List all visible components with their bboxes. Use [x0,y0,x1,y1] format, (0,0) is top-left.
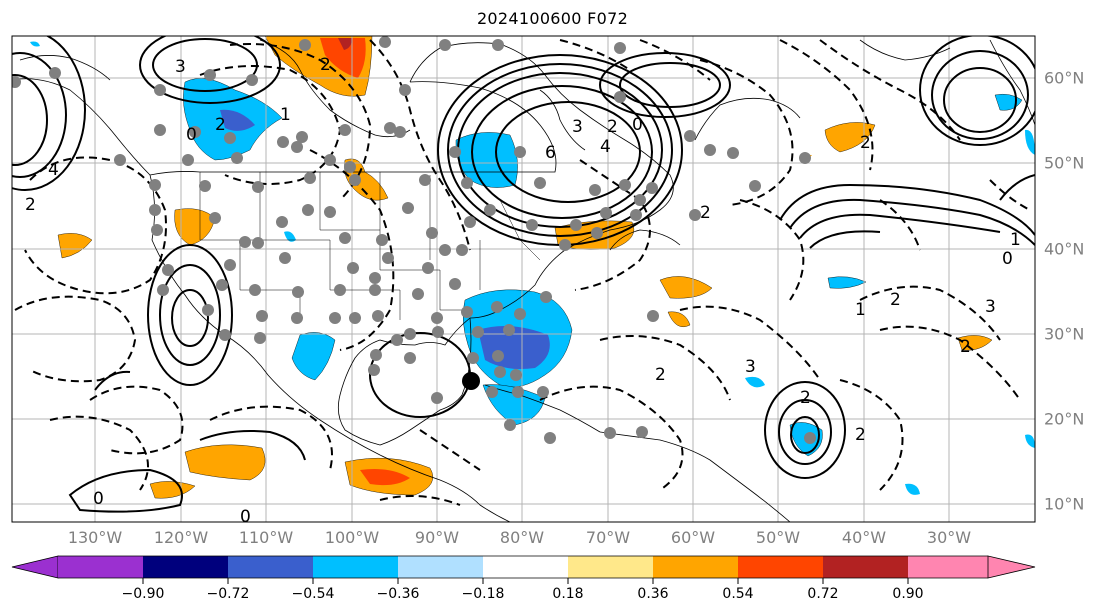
contour-label: 3 [985,297,996,317]
colorbar-tick-label: 0.54 [722,586,754,602]
positive-anomaly-areas [57,36,993,499]
latitude-label: 20°N [1044,409,1085,429]
contour-label: 2 [320,55,331,75]
contour-label: 0 [186,125,197,145]
longitude-label: 100°W [324,528,380,547]
latitude-label: 40°N [1044,239,1085,259]
contour-label: 2 [655,365,666,385]
contour-label: 2 [855,425,866,445]
contour-label: 2 [860,133,871,153]
colorbar-tick-label: 0.90 [892,586,924,602]
station-dots [12,36,816,444]
longitude-label: 130°W [67,528,123,547]
longitude-label: 40°W [841,528,887,547]
contour-label: 2 [960,337,971,357]
contour-label: 3 [745,357,756,377]
colorbar-over-arrow [987,555,1036,579]
contour-label: 4 [48,160,59,180]
colorbar-tick-label: 0.18 [552,586,584,602]
contour-label: 0 [632,115,643,135]
contour-label: 0 [93,489,104,509]
contour-label: 2 [890,290,901,310]
longitude-label: 110°W [238,528,294,547]
colorbar-tick-label: 0.36 [637,586,669,602]
contour-label: 2 [700,203,711,223]
longitude-label: 60°W [670,528,716,547]
contour-label: 3 [175,57,186,77]
solid-contours [12,36,1035,513]
storm-center-dot [462,372,480,390]
colorbar-tick-label: −0.18 [461,586,505,602]
contour-labels: 3 2 0 1 2 3 2 6 4 2 0 2 1 0 2 3 2 2 3 1 … [25,55,1021,527]
contour-label: 0 [1002,249,1013,269]
contour-label: 6 [545,143,556,163]
map-title: 2024100600 F072 [476,9,629,28]
contour-label: 1 [855,300,866,320]
contour-label: 2 [800,388,811,408]
contour-label: 2 [215,115,226,135]
latitude-label: 50°N [1044,153,1085,173]
longitude-label: 70°W [585,528,631,547]
colorbar [11,555,1036,584]
colorbar-tick-label: −0.54 [291,586,335,602]
contour-label: 1 [1010,230,1021,250]
latitude-label: 60°N [1044,68,1085,88]
colorbar-tick-label: 0.72 [807,586,839,602]
contour-label: 4 [600,137,611,157]
contour-label: 2 [25,195,36,215]
colorbar-tick-label: −0.72 [206,586,250,602]
longitude-label: 50°W [755,528,801,547]
latitude-label: 10°N [1044,494,1085,514]
colorbar-tick-label: −0.90 [121,586,165,602]
map-panel: 3 2 0 1 2 3 2 6 4 2 0 2 1 0 2 3 2 2 3 1 … [12,36,1035,527]
contour-label: 1 [280,105,291,125]
longitude-label: 120°W [153,528,209,547]
colorbar-under-arrow [11,555,59,579]
longitude-label: 80°W [499,528,545,547]
latitude-label: 30°N [1044,324,1085,344]
map-frame [11,35,1036,523]
contour-label: 3 [572,117,583,137]
longitude-label: 30°W [926,528,972,547]
longitude-label: 90°W [414,528,460,547]
colorbar-tick-label: −0.36 [376,586,420,602]
contour-label: 2 [607,117,618,137]
contour-label: 0 [240,507,251,527]
